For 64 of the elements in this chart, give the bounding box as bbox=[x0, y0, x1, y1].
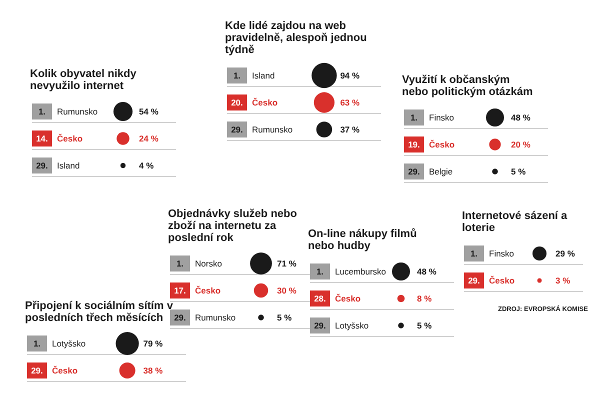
text: 1. bbox=[38, 106, 46, 116]
category-label: Rumunsko bbox=[252, 124, 293, 134]
data-label: 48 % bbox=[511, 112, 531, 122]
text: 29. bbox=[468, 276, 480, 286]
text: 29. bbox=[231, 124, 243, 134]
data-label: 71 % bbox=[277, 258, 297, 268]
data-label: 5 % bbox=[511, 166, 526, 176]
data-label: 38 % bbox=[143, 366, 164, 376]
text: 17. bbox=[174, 286, 186, 296]
text: Připojení k sociálním sítím v posledních třech měsících bbox=[25, 300, 173, 324]
data-label: 20 % bbox=[511, 140, 531, 150]
category-label: Česko bbox=[57, 134, 83, 144]
text: Internetové sázení a loterie bbox=[462, 210, 568, 234]
category-label: Norsko bbox=[195, 258, 222, 268]
data-label: 3 % bbox=[556, 276, 571, 286]
category-label: Rumunsko bbox=[195, 312, 236, 322]
data-label: 63 % bbox=[340, 98, 360, 108]
data-label: 54 % bbox=[139, 106, 159, 116]
text: On-line nákupy filmů nebo hudby bbox=[308, 228, 418, 252]
text: Využití k občanským nebo politickým otázkám bbox=[402, 74, 534, 98]
text: 1. bbox=[410, 112, 418, 122]
text: 1. bbox=[470, 248, 478, 258]
text: 1. bbox=[176, 258, 184, 268]
text: Kolik obyvatel nikdy nevyužilo internet bbox=[30, 68, 138, 92]
data-label: 24 % bbox=[139, 134, 159, 144]
category-label: Česko bbox=[335, 294, 361, 304]
category-label: Belgie bbox=[429, 166, 453, 176]
category-label: Česko bbox=[252, 98, 278, 108]
data-label: 79 % bbox=[143, 338, 164, 348]
text: 29. bbox=[36, 160, 48, 170]
data-label: 5 % bbox=[417, 320, 432, 330]
text: 28. bbox=[314, 294, 326, 304]
text: 29. bbox=[408, 166, 420, 176]
category-label: Rumunsko bbox=[57, 106, 98, 116]
text: 29. bbox=[174, 312, 186, 322]
category-label: Finsko bbox=[489, 248, 514, 258]
category-label: Island bbox=[57, 160, 80, 170]
text: Objednávky služeb nebo zboží na internetu za poslední rok bbox=[168, 208, 297, 244]
category-label: Finsko bbox=[429, 112, 454, 122]
data-label: 48 % bbox=[417, 266, 437, 276]
category-label: Lotyšsko bbox=[335, 320, 369, 330]
data-label: 4 % bbox=[139, 160, 154, 170]
category-label: Česko bbox=[195, 286, 221, 296]
category-label: Island bbox=[252, 70, 275, 80]
text: 1. bbox=[316, 266, 324, 276]
category-label: Česko bbox=[52, 366, 78, 376]
category-label: Lotyšsko bbox=[52, 338, 86, 348]
data-label: 94 % bbox=[340, 70, 360, 80]
data-label: 29 % bbox=[556, 248, 576, 258]
category-label: Česko bbox=[429, 140, 455, 150]
text: 29. bbox=[31, 366, 43, 376]
text: 14. bbox=[36, 134, 48, 144]
category-label: Česko bbox=[489, 276, 515, 286]
category-label: Lucembursko bbox=[335, 266, 386, 276]
text: Kde lidé zajdou na web pravidelně, alespoň jednou týdně bbox=[225, 20, 368, 56]
data-label: 5 % bbox=[277, 312, 292, 322]
text: 19. bbox=[408, 140, 420, 150]
text: 20. bbox=[231, 98, 243, 108]
data-label: 30 % bbox=[277, 286, 297, 296]
text: 1. bbox=[233, 70, 241, 80]
text: 1. bbox=[33, 338, 41, 348]
text: 29. bbox=[314, 320, 326, 330]
data-label: 8 % bbox=[417, 294, 432, 304]
data-label: 37 % bbox=[340, 124, 360, 134]
